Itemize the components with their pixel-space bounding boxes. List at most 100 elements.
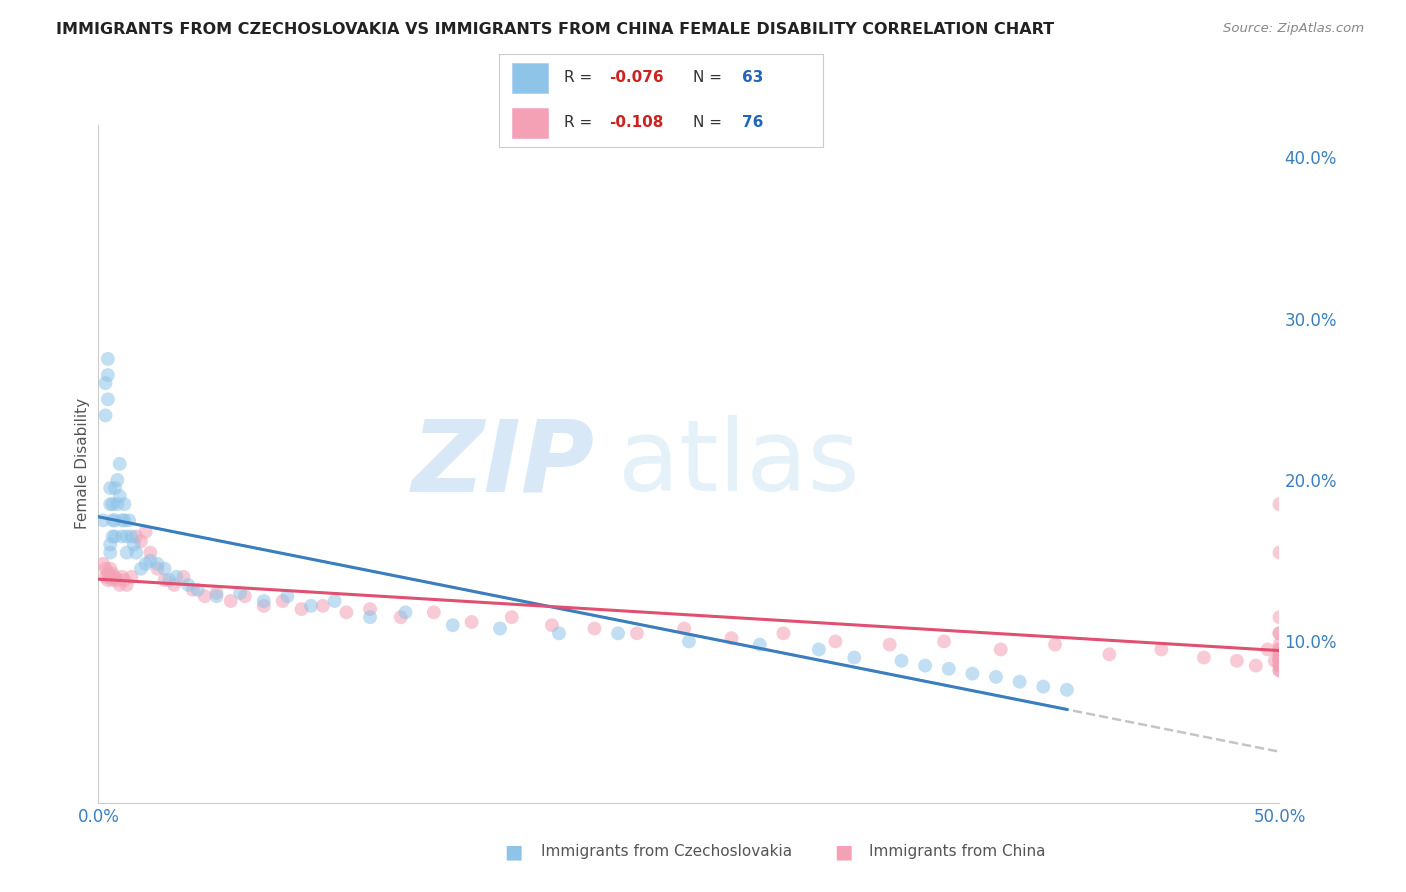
Point	[104, 513, 127, 527]
Point	[394, 605, 416, 619]
Point	[1268, 546, 1291, 560]
Point	[441, 618, 464, 632]
Point	[1268, 654, 1291, 668]
Point	[108, 489, 131, 503]
Text: 63: 63	[742, 70, 763, 86]
Point	[990, 642, 1012, 657]
Point	[673, 622, 696, 636]
Point	[748, 638, 770, 652]
Point	[125, 529, 148, 543]
Point	[359, 610, 381, 624]
Point	[1192, 650, 1215, 665]
Text: Source: ZipAtlas.com: Source: ZipAtlas.com	[1223, 22, 1364, 36]
Point	[1268, 654, 1291, 668]
Text: -0.076: -0.076	[609, 70, 664, 86]
Text: ■: ■	[834, 842, 853, 862]
Point	[98, 497, 121, 511]
Point	[205, 586, 228, 600]
Point	[489, 622, 512, 636]
Point	[105, 497, 128, 511]
Point	[299, 599, 322, 613]
Point	[1098, 648, 1121, 662]
Point	[181, 582, 204, 597]
Point	[135, 524, 157, 539]
Y-axis label: Female Disability: Female Disability	[75, 398, 90, 530]
Point	[111, 529, 134, 543]
Point	[323, 594, 346, 608]
Text: N =: N =	[693, 115, 727, 130]
Point	[541, 618, 564, 632]
Point	[772, 626, 794, 640]
Point	[276, 589, 298, 603]
Text: R =: R =	[564, 115, 598, 130]
Point	[1268, 642, 1291, 657]
Point	[111, 570, 134, 584]
Point	[177, 578, 200, 592]
Point	[111, 513, 134, 527]
Point	[219, 594, 242, 608]
Point	[146, 557, 169, 571]
Point	[101, 513, 124, 527]
Point	[108, 578, 131, 592]
Point	[460, 615, 482, 629]
Point	[122, 537, 145, 551]
Point	[271, 594, 294, 608]
Point	[165, 570, 187, 584]
Point	[1268, 650, 1291, 665]
Point	[115, 546, 138, 560]
Text: ■: ■	[503, 842, 523, 862]
Text: 76: 76	[742, 115, 763, 130]
Point	[125, 546, 148, 560]
Point	[938, 662, 960, 676]
Text: IMMIGRANTS FROM CZECHOSLOVAKIA VS IMMIGRANTS FROM CHINA FEMALE DISABILITY CORREL: IMMIGRANTS FROM CZECHOSLOVAKIA VS IMMIGR…	[56, 22, 1054, 37]
Point	[101, 529, 124, 543]
Point	[121, 529, 143, 543]
Point	[253, 594, 276, 608]
Text: -0.108: -0.108	[609, 115, 664, 130]
Text: R =: R =	[564, 70, 598, 86]
Text: ZIP: ZIP	[412, 416, 595, 512]
Point	[1268, 658, 1291, 673]
Point	[194, 589, 217, 603]
Point	[932, 634, 955, 648]
Point	[104, 570, 127, 584]
Point	[139, 554, 162, 568]
Text: Immigrants from China: Immigrants from China	[869, 845, 1046, 859]
Point	[101, 566, 124, 581]
Point	[914, 658, 936, 673]
Point	[187, 582, 209, 597]
Point	[423, 605, 446, 619]
Point	[312, 599, 335, 613]
Point	[229, 586, 252, 600]
Point	[97, 573, 120, 587]
Point	[626, 626, 648, 640]
Point	[94, 570, 117, 584]
FancyBboxPatch shape	[512, 63, 547, 93]
Point	[844, 650, 866, 665]
Point	[108, 457, 131, 471]
Point	[962, 666, 984, 681]
Point	[121, 570, 143, 584]
Point	[607, 626, 630, 640]
Point	[94, 409, 117, 423]
Point	[1056, 682, 1078, 697]
Point	[98, 537, 121, 551]
Point	[205, 589, 228, 603]
Point	[98, 546, 121, 560]
Point	[118, 513, 141, 527]
Point	[548, 626, 571, 640]
Point	[1268, 664, 1291, 678]
Point	[1043, 638, 1066, 652]
Point	[91, 557, 114, 571]
Point	[112, 573, 135, 587]
Point	[890, 654, 912, 668]
Point	[112, 513, 135, 527]
Point	[97, 351, 120, 366]
Point	[129, 562, 152, 576]
Point	[97, 392, 120, 407]
Point	[153, 562, 176, 576]
Point	[1268, 642, 1291, 657]
Point	[98, 570, 121, 584]
Point	[824, 634, 846, 648]
Point	[115, 529, 138, 543]
